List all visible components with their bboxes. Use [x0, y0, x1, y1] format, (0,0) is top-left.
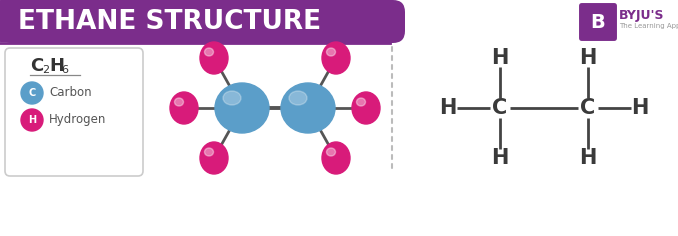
Text: H: H — [631, 98, 649, 118]
Text: H: H — [439, 98, 457, 118]
Ellipse shape — [205, 48, 214, 56]
FancyBboxPatch shape — [578, 2, 618, 42]
Polygon shape — [0, 0, 390, 41]
Ellipse shape — [205, 148, 214, 156]
Text: H: H — [492, 148, 508, 168]
Ellipse shape — [327, 48, 336, 56]
Text: ETHANE STRUCTURE: ETHANE STRUCTURE — [18, 9, 321, 35]
Ellipse shape — [327, 148, 336, 156]
Ellipse shape — [174, 98, 184, 106]
Ellipse shape — [170, 92, 198, 124]
Ellipse shape — [289, 91, 307, 105]
Ellipse shape — [322, 142, 350, 174]
Circle shape — [21, 109, 43, 131]
Text: H: H — [579, 148, 597, 168]
Text: H: H — [579, 48, 597, 68]
Text: BYJU'S: BYJU'S — [619, 8, 664, 21]
Text: H: H — [28, 115, 36, 125]
FancyBboxPatch shape — [0, 0, 405, 43]
Ellipse shape — [281, 83, 335, 133]
Text: 2: 2 — [42, 65, 49, 75]
Text: The Learning App: The Learning App — [619, 23, 678, 29]
Ellipse shape — [200, 142, 228, 174]
Text: Hydrogen: Hydrogen — [49, 114, 106, 126]
Circle shape — [21, 82, 43, 104]
Ellipse shape — [357, 98, 365, 106]
Text: C: C — [580, 98, 596, 118]
Ellipse shape — [200, 42, 228, 74]
Text: 6: 6 — [61, 65, 68, 75]
Ellipse shape — [352, 92, 380, 124]
Ellipse shape — [322, 42, 350, 74]
Ellipse shape — [223, 91, 241, 105]
Text: B: B — [591, 13, 605, 31]
Text: C: C — [492, 98, 508, 118]
Text: Carbon: Carbon — [49, 87, 92, 100]
FancyBboxPatch shape — [5, 48, 143, 176]
Text: C: C — [30, 57, 43, 75]
Text: C: C — [28, 88, 36, 98]
Text: H: H — [49, 57, 64, 75]
Ellipse shape — [215, 83, 269, 133]
Text: H: H — [492, 48, 508, 68]
